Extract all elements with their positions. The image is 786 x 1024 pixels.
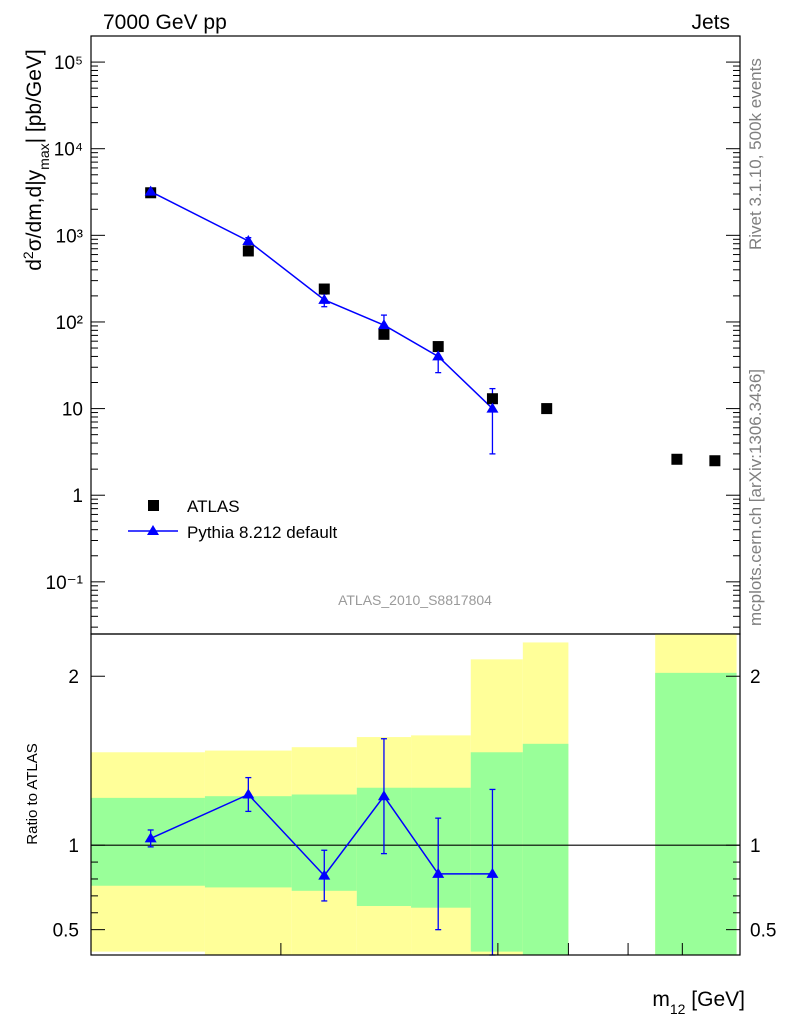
- ratio-frame: [90, 633, 741, 956]
- watermark: ATLAS_2010_S8817804: [338, 592, 492, 608]
- ratio-point: [377, 790, 390, 801]
- ratio-point: [432, 867, 445, 878]
- atlas-point: [242, 245, 254, 257]
- ratio-ytick-label-right: 0.5: [750, 921, 776, 942]
- pythia-line: [150, 190, 493, 410]
- main-ylabel: d2σ/dm,d|ymax| [pb/GeV]: [20, 49, 52, 271]
- ratio-ytick-label-right: 1: [750, 836, 761, 857]
- main-plot-area: [144, 185, 721, 467]
- main-ticks: 10⁻¹ 1 10 10² 10³ 10⁴ 10⁵: [46, 53, 740, 628]
- main-ytick-label: 10⁵: [54, 53, 83, 74]
- header-right: Jets: [691, 11, 730, 34]
- atlas-point: [541, 403, 553, 415]
- main-panel: 10⁻¹ 1 10 10² 10³ 10⁴ 10⁵ d2σ/dm,d|ymax| [pb/G…: [20, 35, 741, 635]
- main-ytick-label: 10³: [56, 226, 83, 247]
- legend-marker-atlas: [148, 500, 159, 511]
- atlas-point: [318, 283, 330, 295]
- ratio-plot-area: [91, 634, 740, 956]
- ratio-point: [144, 832, 157, 843]
- x-axis-label: m12 [GeV]: [652, 988, 745, 1017]
- legend-label-pythia: Pythia 8.212 default: [187, 523, 338, 542]
- ratio-ytick-label: 0.5: [53, 921, 79, 942]
- ratio-ylabel: Ratio to ATLAS: [24, 743, 41, 844]
- ratio-band-inner: [522, 743, 569, 955]
- main-frame: [90, 35, 741, 635]
- side-label-rivet: Rivet 3.1.10, 500k events: [746, 58, 765, 250]
- legend: ATLAS Pythia 8.212 default: [128, 497, 338, 542]
- ratio-line: [150, 793, 493, 877]
- main-ytick-label: 10⁻¹: [46, 573, 84, 594]
- main-ytick-label: 10²: [56, 313, 83, 334]
- side-label-source: mcplots.cern.ch [arXiv:1306.3436]: [746, 369, 765, 626]
- ratio-band-inner: [470, 752, 523, 952]
- pythia-point: [486, 402, 499, 413]
- ratio-band-inner: [655, 672, 737, 955]
- atlas-point: [378, 328, 390, 340]
- ratio-ytick-label-right: 2: [750, 667, 761, 688]
- pythia-point: [242, 235, 255, 246]
- pythia-point: [377, 319, 390, 330]
- ratio-panel: 0.5 0.5 1 1 2 2 Ratio to ATLAS: [24, 633, 776, 956]
- pythia-point: [432, 350, 445, 361]
- main-ytick-label: 10: [62, 400, 83, 421]
- ratio-point: [242, 788, 255, 799]
- pythia-point: [144, 185, 157, 196]
- header-left: 7000 GeV pp: [103, 11, 227, 34]
- main-ytick-label: 1: [72, 486, 83, 507]
- ratio-point: [486, 867, 499, 878]
- ratio-ytick-label: 1: [68, 836, 79, 857]
- legend-marker-pythia: [147, 525, 159, 535]
- main-ytick-label: 10⁴: [54, 140, 83, 161]
- ratio-ytick-label: 2: [68, 667, 79, 688]
- ratio-band-inner: [411, 787, 471, 908]
- ratio-point: [318, 869, 331, 880]
- ratio-ticks: 0.5 0.5 1 1 2 2: [53, 667, 776, 955]
- atlas-point: [432, 341, 444, 353]
- atlas-point: [486, 393, 498, 405]
- atlas-point: [709, 455, 721, 467]
- pythia-point: [318, 293, 331, 304]
- atlas-point: [671, 453, 683, 465]
- legend-label-atlas: ATLAS: [187, 497, 240, 516]
